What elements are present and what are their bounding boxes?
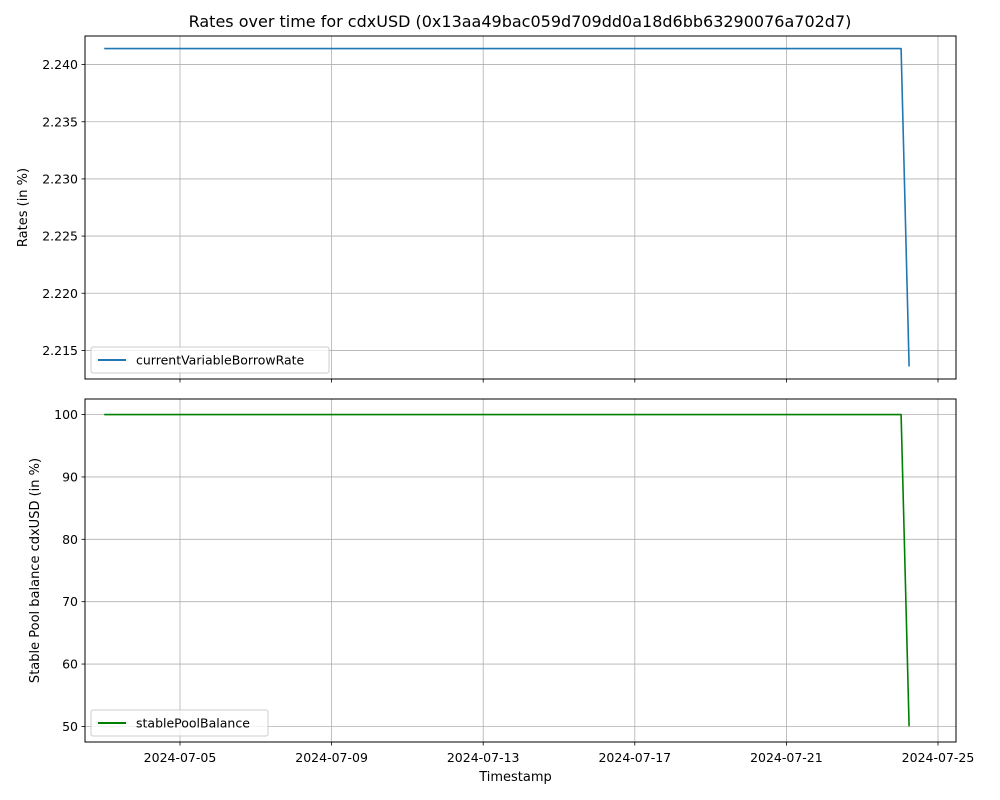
x-tick-label: 2024-07-13 [447,750,520,765]
rates-y-axis-label: Rates (in %) [16,168,31,247]
x-tick-label: 2024-07-25 [902,750,975,765]
balance-y-tick-label: 100 [54,407,78,422]
rates-subplot: 2.215 2.220 2.225 2.230 2.235 2.240 Rates (in… [16,35,957,383]
balance-y-axis-label: Stable Pool balance cdxUSD (in %) [28,458,43,683]
balance-y-tick-label: 50 [62,719,78,734]
rates-y-tick-label: 2.215 [42,343,78,358]
balance-y-tick-label: 70 [62,594,78,609]
rates-axes-frame [84,35,957,380]
chart-title: Rates over time for cdxUSD (0x13aa49bac0… [189,12,852,31]
rates-y-tick-label: 2.230 [42,171,78,186]
balance-legend: stablePoolBalance [90,709,269,737]
rates-y-tick-label: 2.225 [42,229,78,244]
rates-legend-label: currentVariableBorrowRate [136,353,305,368]
balance-axes-frame [84,398,957,743]
balance-series-line-0 [104,413,910,727]
rates-legend-box [90,346,330,374]
x-tick-label: 2024-07-05 [144,750,217,765]
balance-ticks: 2024-07-05 2024-07-09 2024-07-13 2024-07-17… [54,407,974,765]
rates-y-tick-label: 2.235 [42,114,78,129]
balance-y-tick-label: 80 [62,532,78,547]
balance-y-tick-label: 90 [62,469,78,484]
rates-lines [104,47,910,367]
rates-y-tick-label: 2.240 [42,57,78,72]
rates-y-tick-label: 2.220 [42,286,78,301]
rates-ticks: 2.215 2.220 2.225 2.230 2.235 2.240 [42,57,939,383]
balance-y-tick-label: 60 [62,657,78,672]
rates-legend: currentVariableBorrowRate [90,346,330,374]
balance-lines [104,413,910,727]
balance-legend-label: stablePoolBalance [136,716,250,731]
balance-legend-box [90,709,269,737]
x-tick-label: 2024-07-17 [598,750,671,765]
x-axis-label: Timestamp [478,770,552,785]
x-tick-label: 2024-07-21 [750,750,823,765]
rates-series-line-0 [104,47,910,367]
balance-subplot: 2024-07-05 2024-07-09 2024-07-13 2024-07-17… [28,398,974,785]
x-tick-label: 2024-07-09 [295,750,368,765]
